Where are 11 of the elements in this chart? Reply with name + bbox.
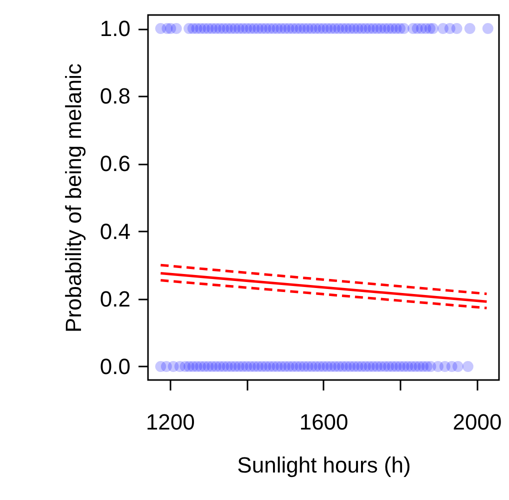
y-tick-label: 0.2 [100, 286, 130, 312]
y-tick-label: 0.8 [100, 84, 130, 109]
y-tick-label: 0.0 [100, 354, 130, 379]
x-tick-label: 2000 [452, 410, 502, 434]
y-tick-label: 0.4 [100, 218, 130, 244]
x-tick-label: 1200 [146, 410, 195, 434]
y-tick-label: 1.0 [100, 16, 130, 42]
y-axis-title: Probability of being melanic [60, 63, 86, 333]
y-tick-label: 0.6 [100, 151, 130, 176]
x-tick-label: 1600 [299, 410, 348, 434]
x-axis-title: Sunlight hours (h) [237, 452, 411, 478]
